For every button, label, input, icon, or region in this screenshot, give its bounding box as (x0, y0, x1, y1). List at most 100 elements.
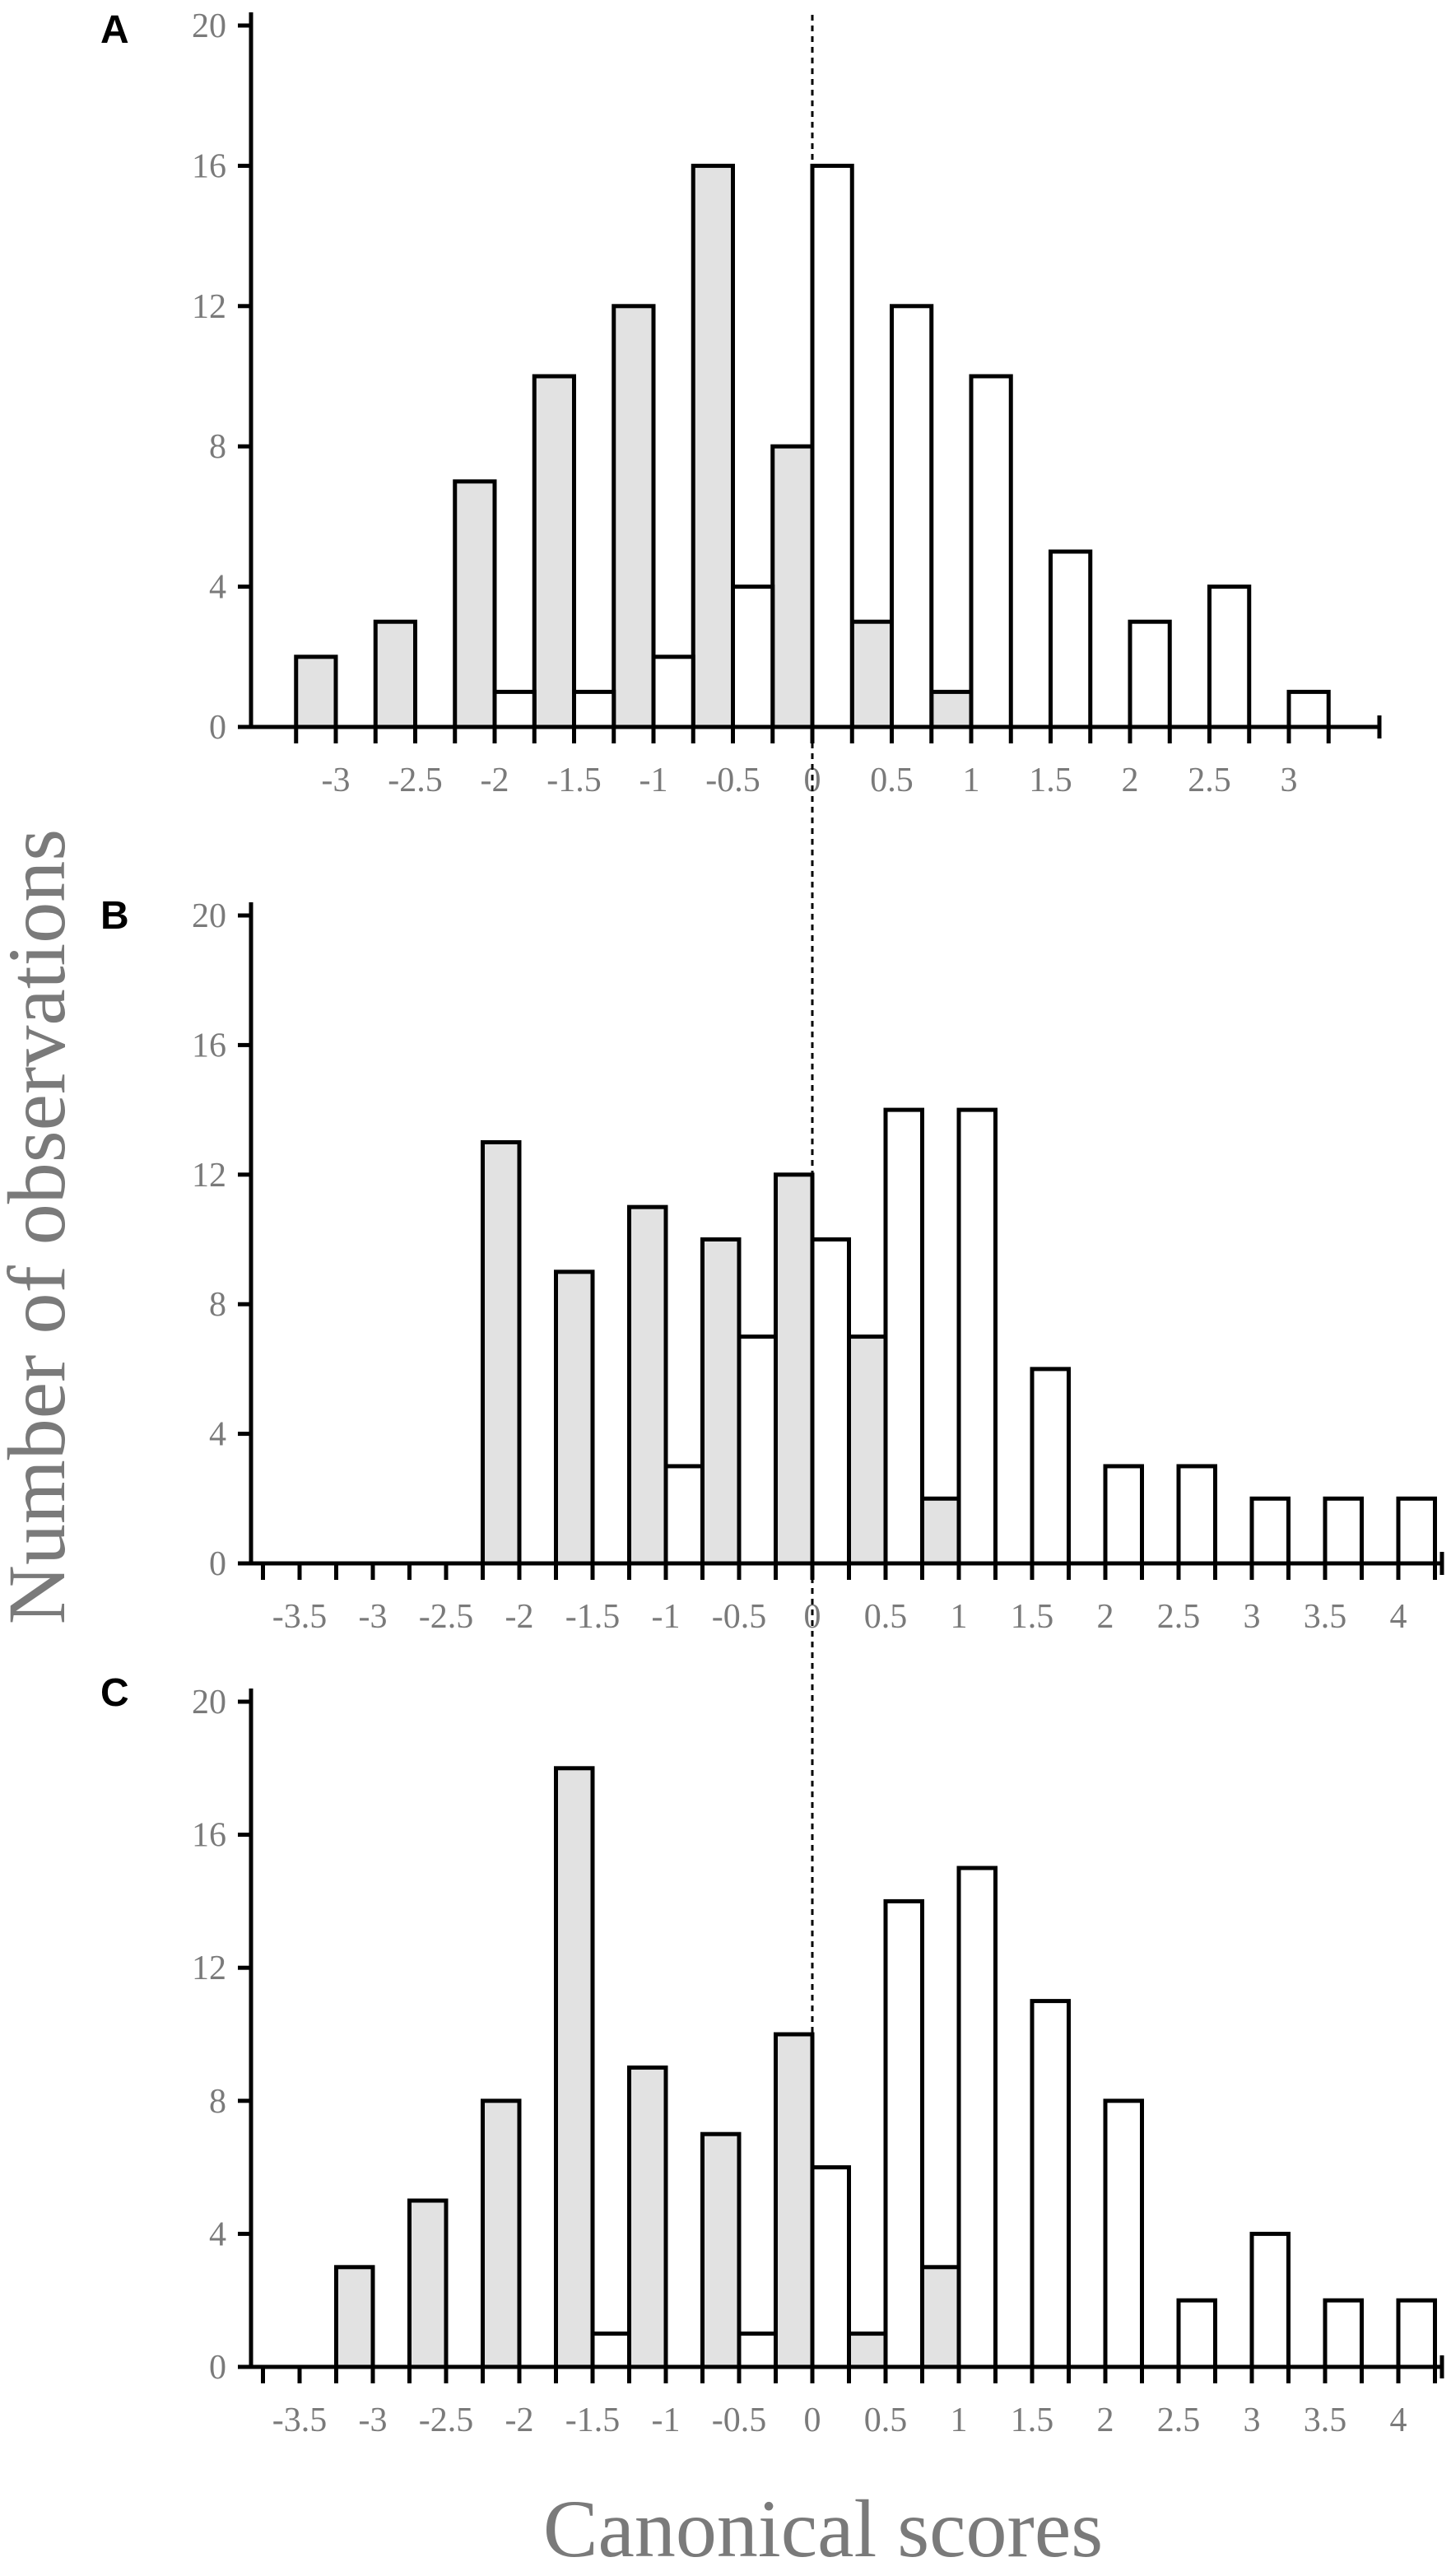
y-tick-label: 16 (192, 147, 226, 185)
y-tick-label: 8 (209, 1286, 226, 1324)
bar-c-series2-1 (956, 1866, 998, 2369)
bar-a-series2-0p5 (890, 304, 934, 729)
y-tick-label: 20 (192, 1684, 226, 1721)
bar-b-series2-2 (1103, 1464, 1144, 1566)
x-tick-label: -0.5 (712, 2401, 767, 2439)
y-tick-label: 4 (209, 1416, 226, 1454)
x-tick-label: -1 (652, 1598, 681, 1636)
bar-b-series1-1 (920, 1496, 961, 1566)
bar-a-series1-0p5 (849, 619, 894, 729)
x-tick-label: 4 (1390, 1598, 1407, 1636)
x-tick-label: 1 (951, 1598, 968, 1636)
bar-a-series2-2p5 (1207, 585, 1252, 729)
y-tick-label: 0 (209, 2349, 226, 2387)
x-tick-label: 3 (1244, 2401, 1261, 2439)
y-tick-label: 12 (192, 288, 226, 326)
y-tick-label: 16 (192, 1817, 226, 1855)
x-tick-label: 0.5 (870, 762, 914, 799)
x-tick-label: -2.5 (419, 2401, 474, 2439)
bar-b-series2-3 (1249, 1496, 1291, 1566)
bar-c-series1-1 (920, 2265, 961, 2369)
bar-c-series2-2p5 (1176, 2298, 1217, 2369)
x-tick-label: 2.5 (1188, 762, 1231, 799)
bar-b-series1-m2 (481, 1139, 522, 1566)
x-tick-label: 2 (1122, 762, 1139, 799)
bar-b-series2-4 (1396, 1496, 1437, 1566)
bar-b-series2-m1 (663, 1464, 705, 1566)
bar-a-series1-m3 (294, 654, 338, 729)
bar-c-series2-1p5 (1030, 1999, 1071, 2369)
y-tick-label: 16 (192, 1027, 226, 1064)
x-tick-label: 0 (804, 2401, 821, 2439)
x-tick-label: -3 (322, 762, 351, 799)
x-tick-label: 3 (1244, 1598, 1261, 1636)
x-tick-label: 1.5 (1011, 2401, 1054, 2439)
x-tick-label: -3.5 (272, 1598, 328, 1636)
x-tick-label: 2 (1097, 2401, 1114, 2439)
y-tick-label: 20 (192, 7, 226, 45)
x-tick-label: -1 (652, 2401, 681, 2439)
x-axis-title: Canonical scores (543, 2483, 1103, 2574)
x-tick-label: 1 (951, 2401, 968, 2439)
x-tick-label: -3 (359, 2401, 388, 2439)
x-tick-label: 1.5 (1029, 762, 1072, 799)
panel-label-a: A (100, 8, 129, 52)
bar-c-series2-m0p5 (737, 2331, 778, 2369)
x-tick-label: 3.5 (1304, 1598, 1347, 1636)
bar-a-series1-m1p5 (532, 374, 576, 729)
bar-a-series1-m0p5 (691, 163, 735, 729)
bar-c-series2-2 (1103, 2099, 1144, 2369)
bar-a-series2-m1 (651, 654, 695, 729)
bar-b-series2-0 (810, 1237, 851, 1566)
y-tick-label: 0 (209, 1545, 226, 1583)
x-tick-label: 0.5 (864, 2401, 908, 2439)
bar-c-series1-m2 (481, 2099, 522, 2369)
bar-a-series2-m0p5 (731, 585, 775, 729)
bar-a-series2-m1p5 (572, 689, 616, 729)
x-tick-label: 2.5 (1157, 1598, 1201, 1636)
bar-c-series2-3p5 (1323, 2298, 1364, 2369)
bar-c-series1-m2p5 (407, 2198, 449, 2369)
x-tick-label: 0.5 (864, 1598, 908, 1636)
bar-c-series1-m0p5 (700, 2131, 742, 2369)
x-tick-label: 2 (1097, 1598, 1114, 1636)
x-tick-label: 3 (1281, 762, 1298, 799)
x-tick-label: -2.5 (388, 762, 443, 799)
bar-c-series1-0 (774, 2032, 815, 2369)
y-tick-label: 12 (192, 1157, 226, 1195)
x-tick-label: -0.5 (705, 762, 760, 799)
bar-b-series1-m1 (627, 1204, 668, 1566)
bar-b-series2-1 (956, 1107, 998, 1566)
bar-b-series1-m1p5 (554, 1269, 595, 1566)
bar-a-series1-m2 (453, 479, 497, 729)
x-tick-label: -1.5 (546, 762, 602, 799)
y-tick-label: 12 (192, 1949, 226, 1987)
bar-a-series2-m2 (492, 689, 537, 729)
x-tick-label: -2 (481, 762, 509, 799)
x-tick-label: -1.5 (565, 1598, 621, 1636)
x-tick-label: -2 (505, 1598, 534, 1636)
x-tick-label: 1.5 (1011, 1598, 1054, 1636)
y-tick-label: 8 (209, 428, 226, 466)
bar-a-series1-1 (929, 689, 974, 729)
bar-c-series2-0 (810, 2165, 851, 2369)
bar-a-series1-0 (770, 444, 815, 729)
bar-a-series2-0 (810, 163, 854, 729)
bar-c-series2-3 (1249, 2231, 1291, 2369)
panel-b: B 0 4 8 12 16 20 -3.5 -3 -2.5 -2 -1.5 -1 -0.5 0 0.5 1 1.… (100, 894, 1444, 1636)
x-tick-label: 0 (804, 1598, 821, 1636)
bar-c-series2-m1p5 (590, 2331, 631, 2369)
bar-b-series1-m0p5 (700, 1237, 742, 1566)
bar-c-series2-4 (1396, 2298, 1437, 2369)
x-tick-label: -2 (505, 2401, 534, 2439)
x-tick-label: -1 (639, 762, 668, 799)
panel-label-b: B (100, 894, 129, 938)
x-tick-label: -3.5 (272, 2401, 328, 2439)
bar-a-series2-1p5 (1049, 549, 1093, 729)
x-tick-label: -3 (359, 1598, 388, 1636)
x-tick-label: -1.5 (565, 2401, 621, 2439)
y-tick-label: 20 (192, 897, 226, 935)
bar-a-series2-1 (969, 374, 1013, 729)
bar-a-series1-m2p5 (373, 619, 417, 729)
